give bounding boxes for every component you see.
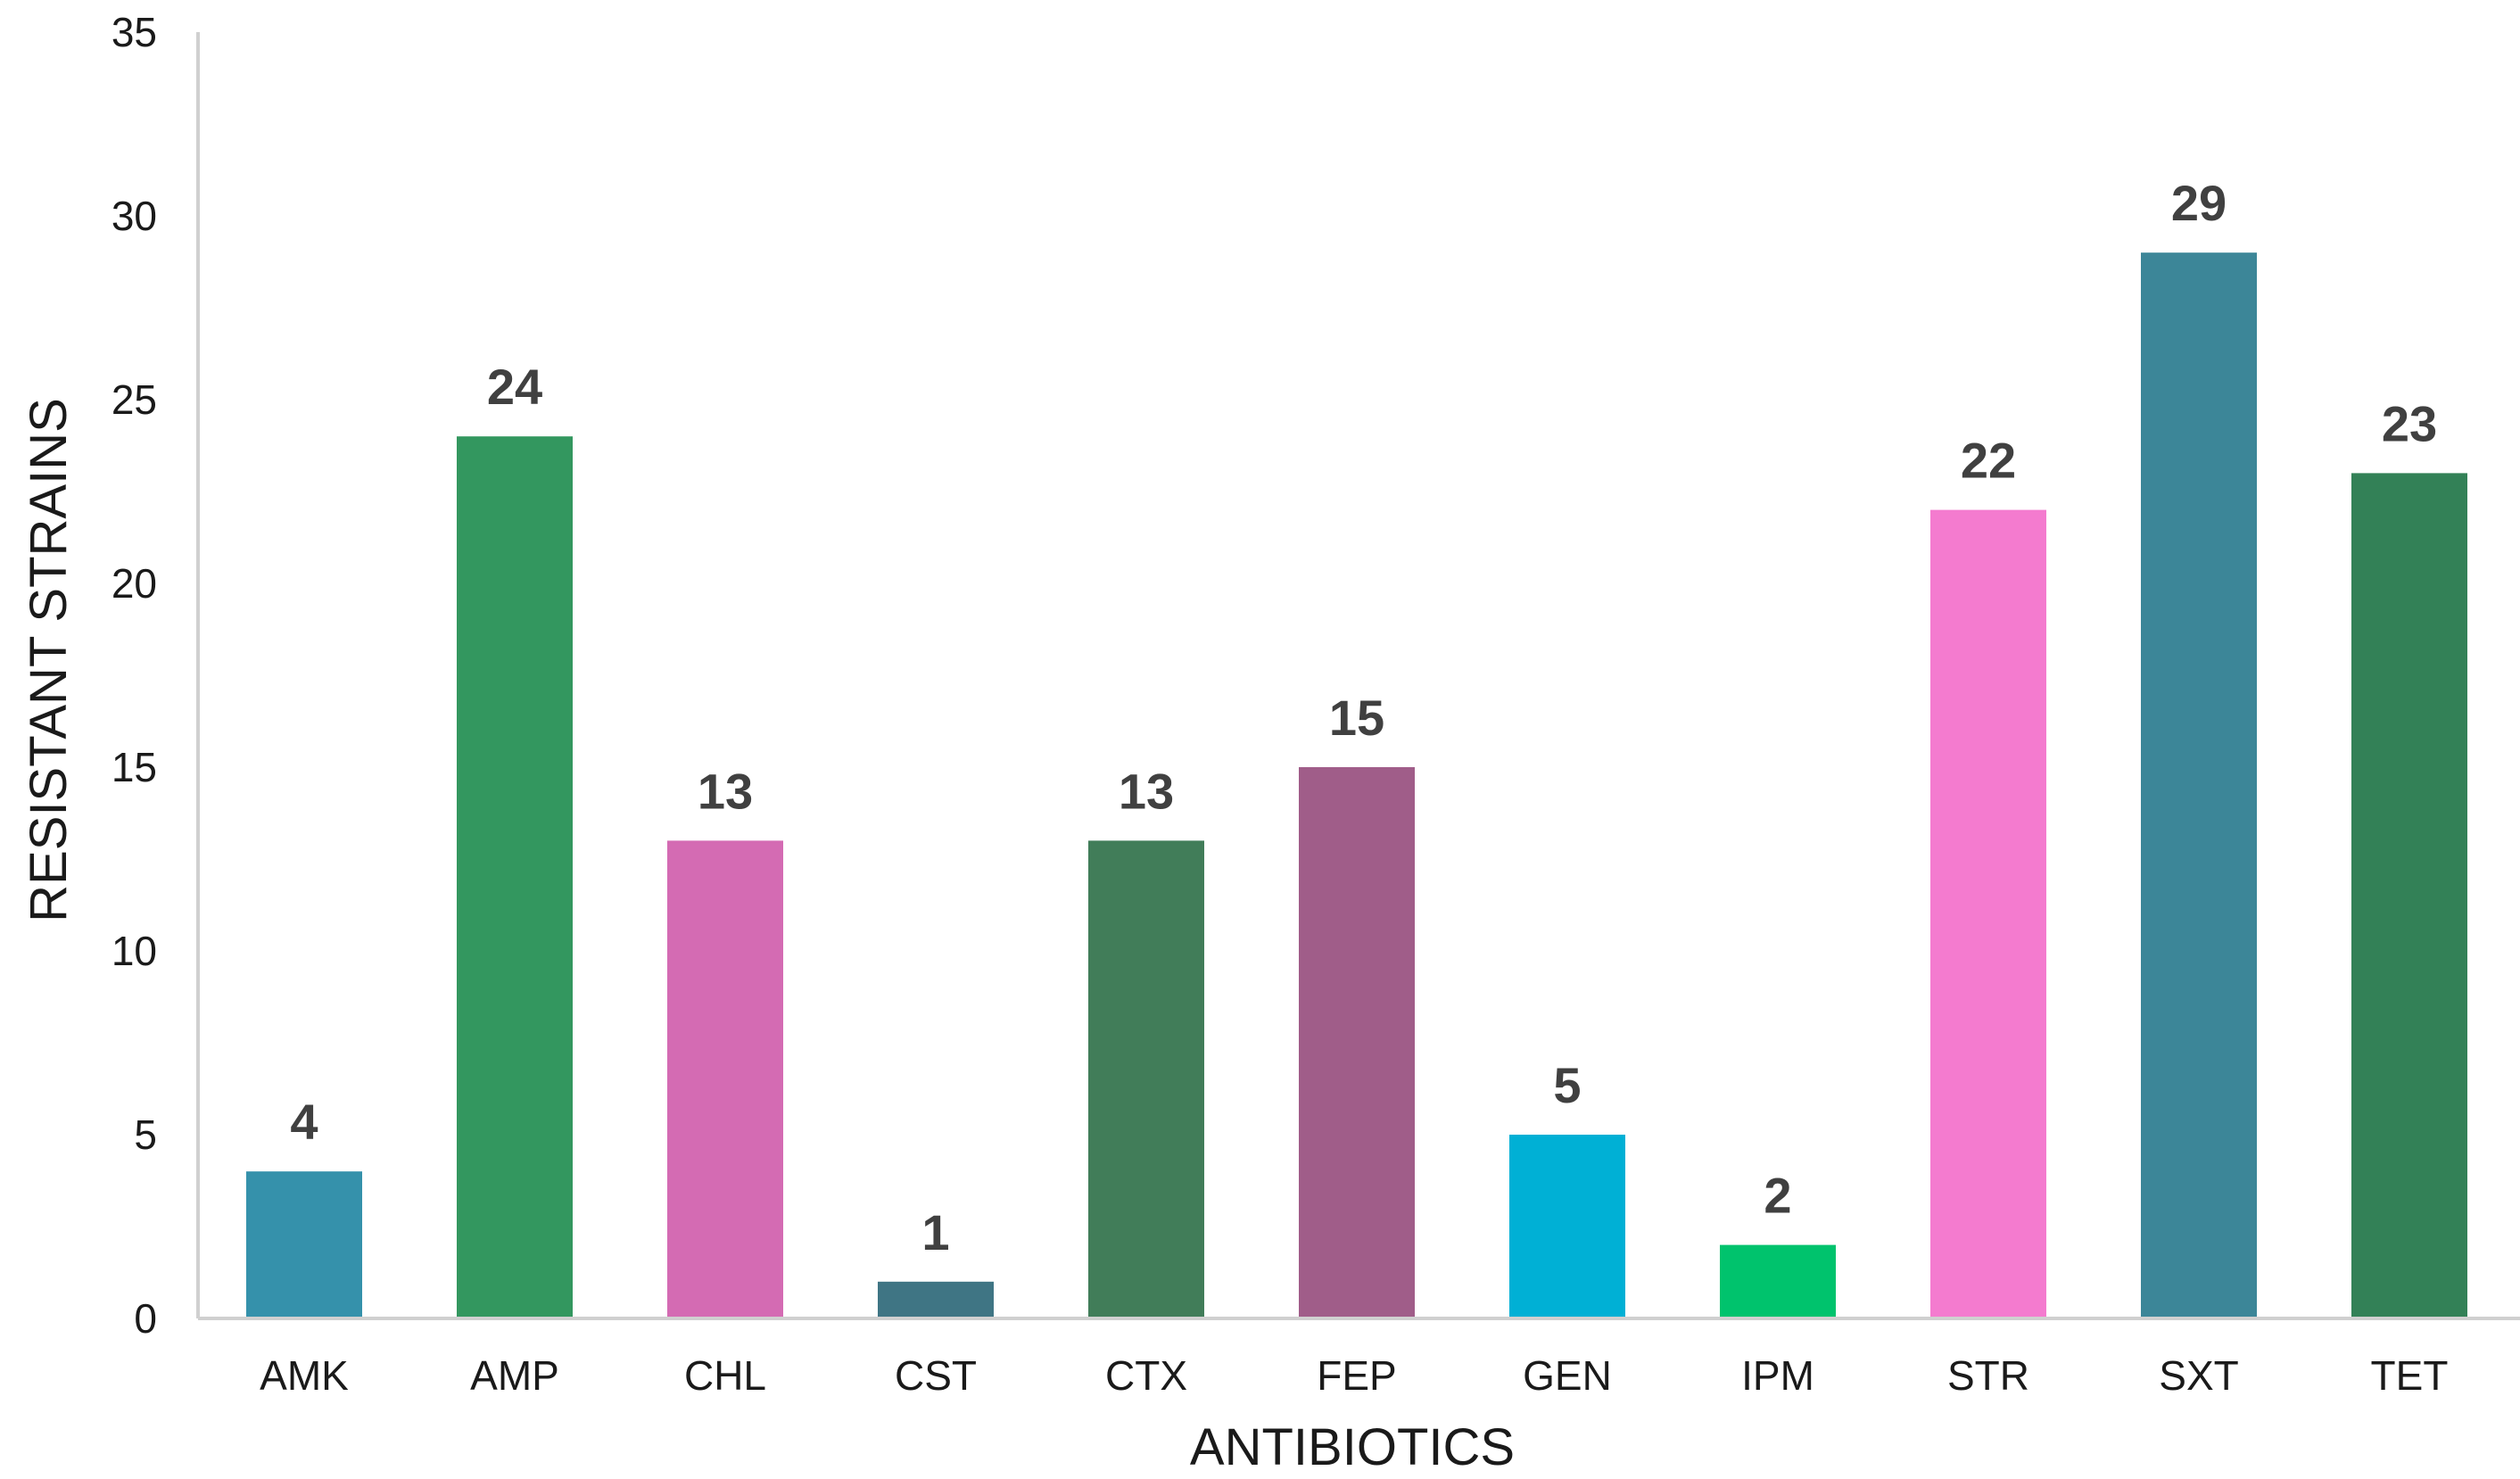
bar-chl [667,840,783,1318]
x-tick-label-amp: AMP [470,1352,559,1399]
x-tick-label-str: STR [1947,1352,2029,1399]
data-label-amk: 4 [290,1094,318,1150]
x-tick-label-cst: CST [895,1352,977,1399]
bar-cst [878,1281,994,1318]
x-tick-label-ipm: IPM [1741,1352,1814,1399]
y-tick-label: 30 [112,193,157,239]
x-tick-label-ctx: CTX [1105,1352,1187,1399]
x-tick-label-tet: TET [2371,1352,2449,1399]
data-label-str: 22 [1961,433,2016,489]
x-axis-categories: AMK AMP CHL CST CTX FEP GEN IPM STR SXT TET [260,1352,2448,1399]
bar-tet [2351,473,2467,1318]
bar-str [1930,509,2046,1318]
bars [246,252,2467,1319]
x-tick-label-gen: GEN [1523,1352,1612,1399]
data-label-sxt: 29 [2171,175,2227,231]
bar-fep [1299,767,1415,1318]
bar-ipm [1720,1244,1836,1318]
data-label-cst: 1 [921,1204,949,1260]
y-tick-label: 0 [134,1295,157,1342]
bar-gen [1509,1135,1625,1318]
x-axis-title: ANTIBIOTICS [1190,1418,1515,1476]
data-label-chl: 13 [698,763,753,819]
bar-amp [457,436,573,1318]
y-tick-label: 25 [112,376,157,423]
y-tick-label: 10 [112,928,157,974]
data-label-amp: 24 [487,359,542,415]
data-label-tet: 23 [2382,395,2437,451]
y-axis-title: RESISTANT STRAINS [20,398,78,922]
x-tick-label-sxt: SXT [2159,1352,2238,1399]
data-label-gen: 5 [1553,1057,1581,1113]
bar-sxt [2141,252,2257,1319]
y-axis: 0 5 10 15 20 25 30 35 [112,9,200,1342]
y-tick-label: 20 [112,560,157,607]
x-tick-label-fep: FEP [1317,1352,1396,1399]
y-tick-label: 15 [112,744,157,790]
y-tick-label: 5 [134,1111,157,1158]
data-label-ctx: 13 [1119,763,1174,819]
x-tick-label-amk: AMK [260,1352,349,1399]
x-tick-label-chl: CHL [684,1352,766,1399]
data-label-ipm: 2 [1764,1168,1791,1224]
bar-ctx [1088,840,1204,1318]
bar-amk [246,1171,362,1318]
data-label-fep: 15 [1329,690,1384,746]
y-tick-label: 35 [112,9,157,55]
